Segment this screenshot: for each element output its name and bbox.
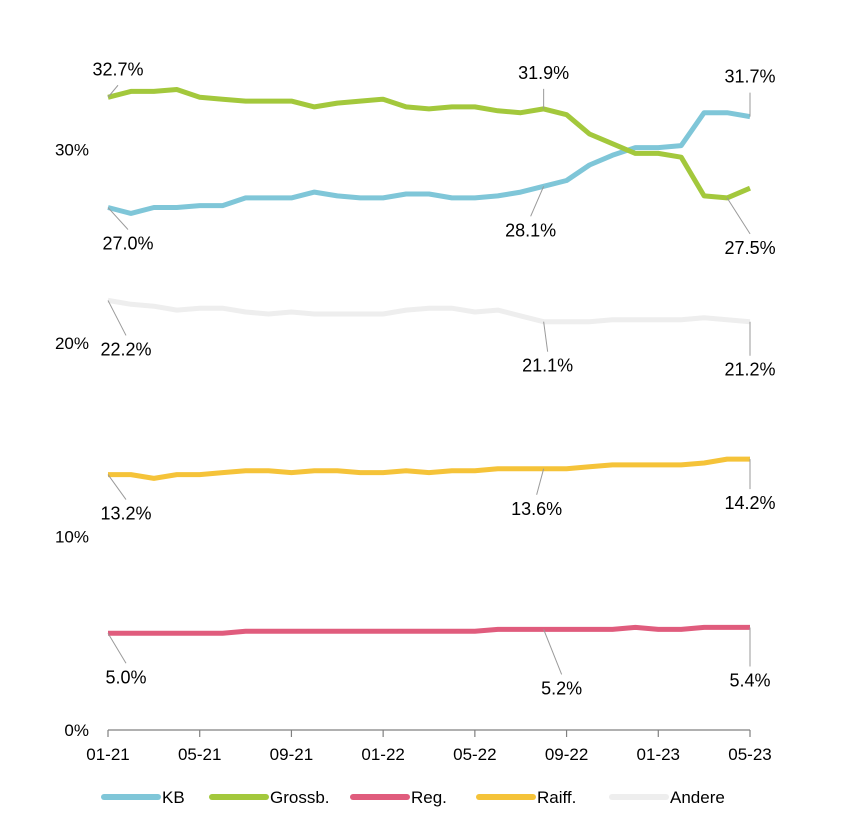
y-tick-label: 30%: [55, 141, 89, 160]
annotation-leader-line: [107, 474, 127, 500]
data-label: 32.7%: [92, 59, 143, 79]
annotation-leader-line: [543, 321, 549, 352]
data-label: 21.1%: [522, 356, 573, 376]
series-line-grossb: [107, 87, 751, 201]
y-tick-label: 20%: [55, 334, 89, 353]
data-label: 31.7%: [724, 67, 775, 87]
data-label: 28.1%: [505, 220, 556, 240]
data-label: 5.0%: [105, 667, 146, 687]
data-label: 5.2%: [541, 678, 582, 698]
x-tick-label: 05-23: [728, 745, 771, 764]
x-tick-label: 09-22: [545, 745, 588, 764]
y-tick-label: 0%: [64, 721, 89, 740]
legend: KB Grossb. Reg. Raiff. Andere: [101, 788, 725, 807]
annotation-leader-line: [107, 632, 127, 664]
x-tick-label: 05-22: [453, 745, 496, 764]
annotation-leader-line: [107, 300, 127, 336]
series-lines: [107, 87, 751, 636]
annotation-leader-line: [530, 186, 545, 217]
axes: 01-21 05-21 09-21 01-22 05-22 09-22 01-23 05-23…: [55, 141, 772, 765]
x-tick-label: 01-22: [361, 745, 404, 764]
y-tick-label: 10%: [55, 528, 89, 547]
annotation-leader-line: [107, 84, 119, 98]
annotation-leader-line: [536, 468, 545, 495]
data-label: 21.2%: [724, 360, 775, 380]
series-line-andere: [107, 297, 751, 325]
data-labels: 32.7% 31.9% 31.7% 27.0% 28.1% 27.5% 22.2% 21.1%…: [92, 59, 775, 698]
annotation-leader-line: [543, 629, 563, 675]
series-line-reg: [108, 624, 750, 636]
annotation-leader-line: [107, 207, 129, 230]
annotation-leader-line: [726, 197, 751, 235]
x-tick-label: 09-21: [270, 745, 313, 764]
data-label: 13.6%: [511, 499, 562, 519]
data-label: 5.4%: [729, 670, 770, 690]
data-label: 13.2%: [100, 504, 151, 524]
legend-label: KB: [162, 788, 185, 807]
x-tick-label: 01-23: [637, 745, 680, 764]
data-label: 14.2%: [724, 493, 775, 513]
data-label: 27.5%: [725, 238, 776, 258]
legend-label: Grossb.: [270, 788, 330, 807]
data-label: 22.2%: [100, 339, 151, 359]
legend-label: Raiff.: [537, 788, 576, 807]
data-label: 31.9%: [518, 63, 569, 83]
x-tick-label: 01-21: [86, 745, 129, 764]
data-label: 27.0%: [102, 234, 153, 254]
series-line-raiff: [108, 456, 750, 481]
x-tick-label: 05-21: [178, 745, 221, 764]
series-line-kb: [107, 110, 751, 216]
legend-label: Andere: [670, 788, 725, 807]
legend-label: Reg.: [411, 788, 447, 807]
